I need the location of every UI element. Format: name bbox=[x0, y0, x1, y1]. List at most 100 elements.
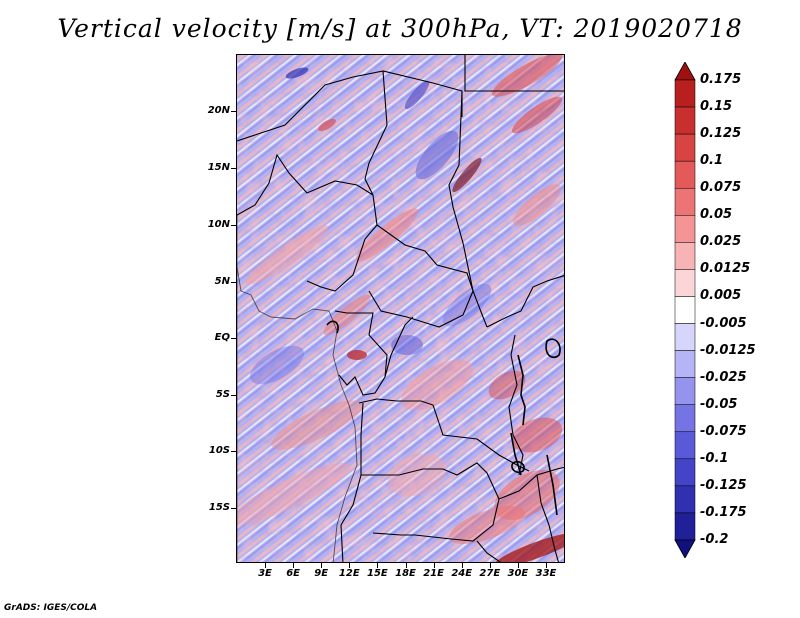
colorbar-bottom-arrow bbox=[674, 539, 696, 558]
lon-label-18e: 18E bbox=[395, 568, 416, 579]
lon-tick bbox=[434, 563, 435, 568]
lon-label-33e: 33E bbox=[535, 568, 557, 579]
border-south-sudan bbox=[486, 275, 564, 328]
lat-label-10s: 10S bbox=[208, 445, 230, 456]
colorbar-label: -0.075 bbox=[700, 423, 747, 439]
colorbar-label: 0.075 bbox=[700, 180, 742, 196]
velocity-anomaly bbox=[493, 532, 564, 562]
colorbar-swatch bbox=[674, 323, 696, 351]
colorbar-swatch bbox=[674, 350, 696, 378]
lon-tick bbox=[546, 563, 547, 568]
velocity-anomaly bbox=[323, 294, 371, 336]
colorbar-swatch bbox=[674, 160, 696, 189]
velocity-anomaly bbox=[511, 417, 563, 453]
colorbar-swatch bbox=[674, 458, 696, 487]
lake-victoria bbox=[545, 338, 561, 359]
colorbar-label: -0.025 bbox=[700, 369, 747, 385]
velocity-anomaly bbox=[318, 118, 336, 132]
border-zimbabwe bbox=[476, 540, 502, 562]
country-borders bbox=[237, 55, 564, 562]
border-niger-chad bbox=[364, 70, 388, 196]
colorbar-label: 0.005 bbox=[700, 288, 742, 304]
lon-label-9e: 9E bbox=[314, 568, 329, 579]
lat-label-20n: 20N bbox=[207, 105, 230, 116]
colorbar-label: 0.0125 bbox=[700, 261, 751, 277]
velocity-anomaly-features bbox=[237, 55, 564, 562]
velocity-anomaly bbox=[404, 80, 430, 110]
velocity-anomaly bbox=[401, 359, 473, 411]
colorbar-label: 0.1 bbox=[700, 153, 724, 169]
atlantic-coastline bbox=[237, 215, 358, 562]
lon-label-15e: 15E bbox=[367, 568, 388, 579]
velocity-anomaly bbox=[355, 208, 419, 262]
coast-gulf bbox=[326, 320, 339, 334]
map-plot-area bbox=[236, 54, 565, 563]
lake-malawi bbox=[546, 454, 558, 516]
border-north bbox=[237, 70, 463, 142]
colorbar-label: -0.0125 bbox=[700, 342, 756, 358]
lake-outlines bbox=[326, 320, 561, 516]
colorbar-swatch bbox=[674, 187, 696, 216]
lon-tick bbox=[321, 563, 322, 568]
velocity-anomaly bbox=[245, 225, 329, 285]
border-chad-sudan bbox=[448, 90, 488, 328]
colorbar-swatch bbox=[674, 512, 696, 541]
lon-label-12e: 12E bbox=[338, 568, 360, 579]
lake-outline-south bbox=[510, 432, 522, 476]
colorbar-label: 0.05 bbox=[700, 207, 733, 223]
lat-label-15n: 15N bbox=[207, 162, 230, 173]
lat-tick bbox=[231, 508, 236, 509]
colorbar-label: 0.025 bbox=[700, 234, 742, 250]
velocity-anomaly bbox=[415, 130, 459, 180]
lat-label-5n: 5N bbox=[214, 276, 230, 287]
lon-tick bbox=[377, 563, 378, 568]
lon-label-24e: 24E bbox=[451, 568, 473, 579]
footer-credit: GrADS: IGES/COLA bbox=[4, 603, 98, 613]
colorbar-swatch bbox=[674, 377, 696, 405]
velocity-negative-noise bbox=[237, 55, 564, 562]
colorbar-label: 0.15 bbox=[700, 99, 733, 115]
velocity-field-map bbox=[237, 55, 564, 562]
border-malawi bbox=[536, 474, 560, 562]
colorbar-label: 0.125 bbox=[700, 126, 742, 142]
colorbar-swatch bbox=[674, 242, 696, 270]
velocity-anomaly bbox=[387, 453, 447, 497]
border-congo-drc bbox=[384, 316, 414, 378]
lat-tick bbox=[231, 451, 236, 452]
lake-mweru bbox=[511, 460, 525, 474]
map-title: Vertical velocity [m/s] at 300hPa, VT: 2… bbox=[57, 14, 743, 43]
border-angola-west bbox=[340, 402, 364, 562]
velocity-anomaly bbox=[513, 184, 561, 226]
colorbar-swatch bbox=[674, 215, 696, 243]
velocity-anomaly bbox=[285, 67, 309, 79]
lon-label-30e: 30E bbox=[507, 568, 529, 579]
lon-label-6e: 6E bbox=[286, 568, 300, 579]
velocity-anomaly bbox=[250, 345, 304, 385]
velocity-anomaly bbox=[271, 400, 363, 450]
colorbar-swatch bbox=[674, 404, 696, 433]
colorbar-label: -0.175 bbox=[700, 504, 747, 520]
border-libya-egypt bbox=[464, 55, 564, 92]
border-drc-east bbox=[508, 334, 524, 476]
lat-tick bbox=[231, 111, 236, 112]
colorbar-swatch bbox=[674, 296, 696, 324]
velocity-anomaly bbox=[488, 370, 526, 400]
colorbar-swatch bbox=[674, 133, 696, 162]
border-car bbox=[368, 224, 474, 328]
colorbar-label: -0.05 bbox=[700, 396, 738, 412]
lon-label-3e: 3E bbox=[258, 568, 272, 579]
colorbar-label: -0.125 bbox=[700, 477, 747, 493]
lon-tick bbox=[265, 563, 266, 568]
lake-tanganyika bbox=[517, 354, 526, 426]
velocity-anomaly bbox=[347, 350, 367, 360]
colorbar-swatch bbox=[674, 485, 696, 514]
velocity-anomaly bbox=[449, 506, 525, 544]
border-angola-zambia bbox=[361, 462, 500, 542]
colorbar-swatch bbox=[674, 106, 696, 135]
colorbar-swatch bbox=[674, 79, 696, 108]
velocity-anomaly bbox=[452, 157, 482, 193]
lon-tick bbox=[406, 563, 407, 568]
velocity-anomaly bbox=[237, 462, 351, 528]
lat-label-5s: 5S bbox=[215, 389, 230, 400]
border-drc-south bbox=[358, 398, 530, 472]
